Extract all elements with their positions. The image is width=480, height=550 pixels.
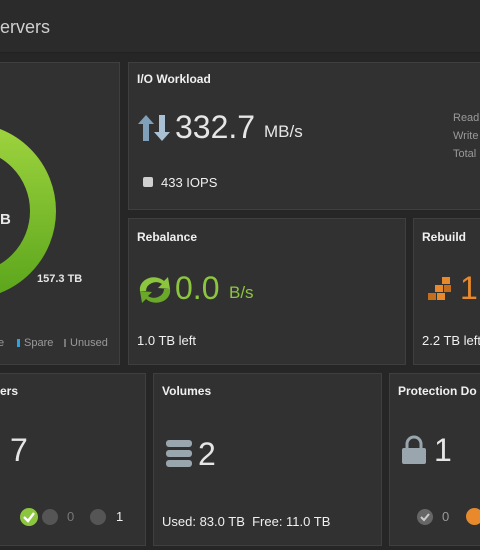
servers-value: 7 bbox=[10, 432, 28, 468]
panel-title: Rebuild bbox=[422, 230, 466, 244]
panel-title: Volumes bbox=[162, 384, 212, 398]
servers-panel: ers 7 6 0 1 bbox=[0, 373, 146, 546]
legend-item: Unused bbox=[70, 337, 108, 349]
io-stat-label: Total bbox=[453, 148, 477, 160]
volumes-usage: Used: 83.0 TB Free: 11.0 TB bbox=[162, 514, 331, 529]
donut-center-label: B bbox=[0, 211, 11, 228]
iops-icon bbox=[143, 177, 153, 187]
lock-icon bbox=[402, 435, 426, 464]
rebuild-value: 1 bbox=[460, 270, 478, 306]
rebalance-value: 0.0 bbox=[175, 270, 220, 306]
io-panel: I/O Workload 332.7 MB/s 433 IOPS Read Wr… bbox=[128, 62, 480, 210]
iops-value: 433 IOPS bbox=[161, 175, 218, 190]
rebuild-left: 2.2 TB left bbox=[422, 333, 480, 348]
rebalance-left: 1.0 TB left bbox=[137, 333, 197, 348]
panel-title: Protection Do bbox=[398, 384, 477, 398]
header-bar bbox=[0, 0, 480, 53]
io-unit: MB/s bbox=[264, 122, 303, 141]
donut-ring bbox=[0, 129, 56, 293]
io-value: 332.7 bbox=[175, 109, 256, 145]
ok-icon bbox=[417, 509, 433, 525]
removed-icon bbox=[90, 509, 106, 525]
rebalance-unit: B/s bbox=[229, 283, 254, 302]
protection-value: 1 bbox=[434, 432, 452, 468]
volumes-panel: Volumes 2 Used: 83.0 TB Free: 11.0 TB bbox=[153, 373, 382, 546]
rebuild-panel: Rebuild 1 2.2 TB left bbox=[413, 218, 480, 365]
rebuild-icon bbox=[428, 277, 451, 300]
legend-item: Spare bbox=[24, 337, 54, 349]
panel-title: ers bbox=[0, 384, 19, 398]
panel-title: Rebalance bbox=[137, 230, 198, 244]
legend-swatch bbox=[64, 339, 66, 347]
volumes-value: 2 bbox=[198, 436, 216, 472]
rebalance-icon bbox=[139, 277, 171, 303]
rebalance-panel: Rebalance 0.0 B/s 1.0 TB left bbox=[128, 218, 406, 365]
io-stat-label: Write bbox=[453, 130, 479, 142]
io-arrows-icon bbox=[138, 115, 170, 141]
page-title: ervers bbox=[0, 17, 51, 37]
legend-item: e bbox=[0, 337, 4, 349]
ok-icon bbox=[20, 508, 38, 526]
protection-count: 0 bbox=[442, 509, 450, 524]
servers-count: 0 bbox=[67, 509, 75, 524]
protection-panel: Protection Do 1 0 bbox=[389, 373, 480, 546]
donut-value-label: 157.3 TB bbox=[37, 273, 83, 285]
volumes-icon bbox=[166, 440, 192, 467]
legend-swatch bbox=[17, 339, 20, 347]
io-stat-label: Read bbox=[453, 112, 480, 124]
servers-count: 1 bbox=[116, 509, 124, 524]
panel-title: I/O Workload bbox=[137, 72, 211, 86]
capacity-donut bbox=[0, 129, 56, 293]
capacity-panel: B 157.3 TB e Spare Unused bbox=[0, 62, 120, 365]
offline-icon bbox=[42, 509, 58, 525]
warning-icon bbox=[466, 508, 480, 525]
